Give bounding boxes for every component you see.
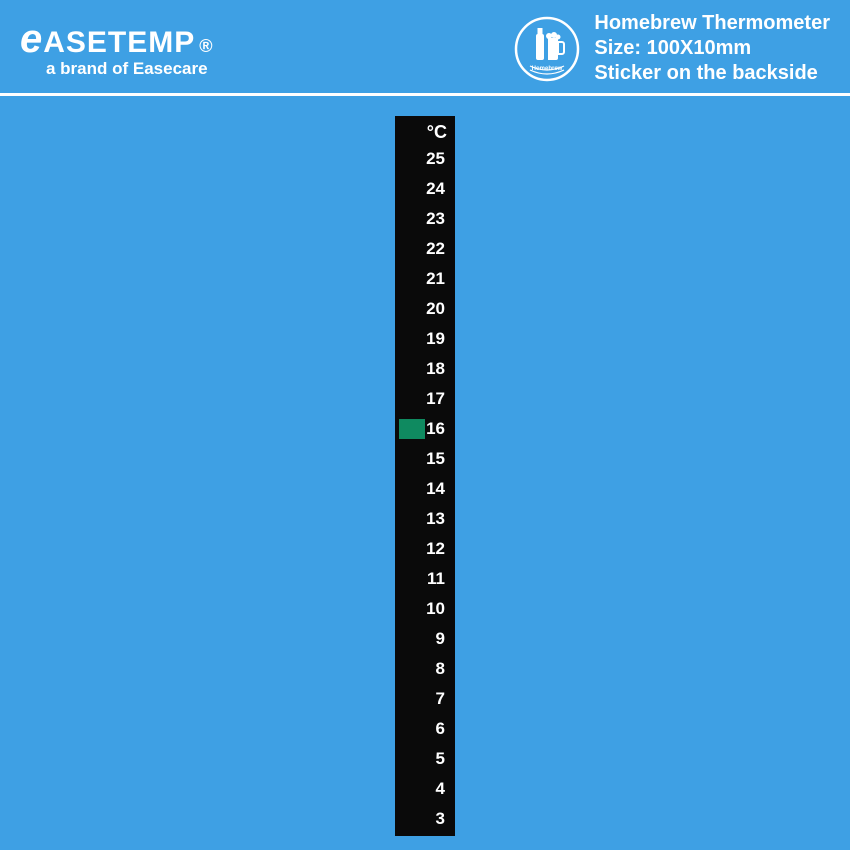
temp-indicator bbox=[399, 809, 425, 829]
temp-row: 22 bbox=[395, 234, 455, 264]
temp-label: 7 bbox=[425, 689, 455, 709]
temp-row: 15 bbox=[395, 444, 455, 474]
header-right: Homebrew Homebrew Thermometer Size: 100X… bbox=[514, 12, 830, 85]
temp-row: 5 bbox=[395, 744, 455, 774]
temp-indicator bbox=[399, 599, 425, 619]
temp-row: 9 bbox=[395, 624, 455, 654]
product-info: Homebrew Thermometer Size: 100X10mm Stic… bbox=[594, 12, 830, 85]
temp-row: 23 bbox=[395, 204, 455, 234]
temp-indicator bbox=[399, 749, 425, 769]
brand-logo-e: e bbox=[20, 19, 42, 59]
product-card: e ASETEMP ® a brand of Easecare Homebrew bbox=[0, 0, 850, 850]
temp-label: 14 bbox=[425, 479, 455, 499]
temp-row: 11 bbox=[395, 564, 455, 594]
temp-label: 23 bbox=[425, 209, 455, 229]
temp-row: 13 bbox=[395, 504, 455, 534]
temp-label: 16 bbox=[425, 419, 455, 439]
temp-label: 3 bbox=[425, 809, 455, 829]
temp-label: 22 bbox=[425, 239, 455, 259]
temp-indicator bbox=[399, 179, 425, 199]
temp-indicator bbox=[399, 569, 425, 589]
temp-row: 21 bbox=[395, 264, 455, 294]
brand-logo-text: ASETEMP bbox=[43, 28, 195, 58]
brand-logo: e ASETEMP ® bbox=[20, 19, 213, 59]
temp-row: 16 bbox=[395, 414, 455, 444]
temp-label: 6 bbox=[425, 719, 455, 739]
temp-row: 10 bbox=[395, 594, 455, 624]
temp-label: 5 bbox=[425, 749, 455, 769]
temp-label: 15 bbox=[425, 449, 455, 469]
temp-indicator bbox=[399, 719, 425, 739]
svg-text:Homebrew: Homebrew bbox=[532, 66, 563, 72]
temp-indicator bbox=[399, 779, 425, 799]
temp-indicator bbox=[399, 449, 425, 469]
brand-tagline: a brand of Easecare bbox=[46, 59, 213, 79]
temp-label: 10 bbox=[425, 599, 455, 619]
temp-row: 6 bbox=[395, 714, 455, 744]
temp-indicator bbox=[399, 329, 425, 349]
product-title: Homebrew Thermometer bbox=[594, 12, 830, 35]
registered-mark: ® bbox=[199, 36, 212, 57]
temp-indicator bbox=[399, 149, 425, 169]
brand-block: e ASETEMP ® a brand of Easecare bbox=[20, 19, 213, 79]
temp-row: 7 bbox=[395, 684, 455, 714]
temperature-scale: 25 24 23 22 21 20 19 18 17 16 15 14 13 12 11 10 9 8 7 6 5 4 3 bbox=[395, 144, 455, 834]
temp-row: 20 bbox=[395, 294, 455, 324]
homebrew-badge-icon: Homebrew bbox=[514, 16, 580, 82]
temp-label: 8 bbox=[425, 659, 455, 679]
product-note: Sticker on the backside bbox=[594, 62, 830, 85]
temp-indicator bbox=[399, 479, 425, 499]
main-area: °C 25 24 23 22 21 20 19 18 17 16 15 14 13 12 11 10 9 8 7 6 5… bbox=[0, 96, 850, 836]
product-size: Size: 100X10mm bbox=[594, 37, 830, 60]
temp-label: 25 bbox=[425, 149, 455, 169]
header: e ASETEMP ® a brand of Easecare Homebrew bbox=[0, 0, 850, 93]
temp-row: 4 bbox=[395, 774, 455, 804]
temp-label: 21 bbox=[425, 269, 455, 289]
temp-label: 17 bbox=[425, 389, 455, 409]
temp-row: 12 bbox=[395, 534, 455, 564]
temp-indicator bbox=[399, 419, 425, 439]
temp-label: 4 bbox=[425, 779, 455, 799]
temp-indicator bbox=[399, 509, 425, 529]
temp-label: 12 bbox=[425, 539, 455, 559]
temp-label: 24 bbox=[425, 179, 455, 199]
temp-indicator bbox=[399, 359, 425, 379]
temp-row: 18 bbox=[395, 354, 455, 384]
temp-row: 19 bbox=[395, 324, 455, 354]
temp-label: 20 bbox=[425, 299, 455, 319]
temp-indicator bbox=[399, 209, 425, 229]
thermometer-strip: °C 25 24 23 22 21 20 19 18 17 16 15 14 13 12 11 10 9 8 7 6 5… bbox=[395, 116, 455, 836]
temp-row: 3 bbox=[395, 804, 455, 834]
temp-row: 8 bbox=[395, 654, 455, 684]
temp-label: 18 bbox=[425, 359, 455, 379]
temp-label: 9 bbox=[425, 629, 455, 649]
temp-indicator bbox=[399, 689, 425, 709]
temp-indicator bbox=[399, 629, 425, 649]
temp-label: 11 bbox=[425, 569, 455, 589]
temp-indicator bbox=[399, 539, 425, 559]
temp-row: 24 bbox=[395, 174, 455, 204]
temp-indicator bbox=[399, 269, 425, 289]
temp-indicator bbox=[399, 239, 425, 259]
temperature-unit: °C bbox=[395, 122, 455, 144]
temp-row: 25 bbox=[395, 144, 455, 174]
temp-row: 14 bbox=[395, 474, 455, 504]
temp-label: 13 bbox=[425, 509, 455, 529]
temp-indicator bbox=[399, 659, 425, 679]
temp-indicator bbox=[399, 389, 425, 409]
temp-indicator bbox=[399, 299, 425, 319]
temp-label: 19 bbox=[425, 329, 455, 349]
temp-row: 17 bbox=[395, 384, 455, 414]
